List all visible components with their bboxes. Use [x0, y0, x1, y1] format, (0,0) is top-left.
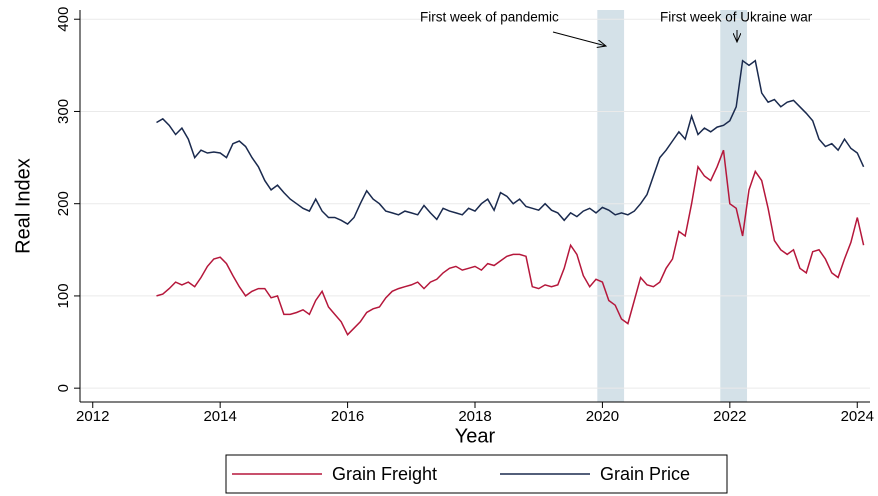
- legend-label: Grain Freight: [332, 464, 437, 484]
- x-tick-label: 2018: [458, 408, 491, 425]
- series-line: [156, 149, 865, 336]
- annotation-arrow: [552, 31, 606, 46]
- y-tick-label: 300: [55, 99, 72, 124]
- y-tick-label: 100: [55, 283, 72, 308]
- x-tick-label: 2012: [76, 408, 109, 425]
- legend-entry: Grain Freight: [232, 464, 437, 484]
- series-line: [156, 59, 865, 225]
- y-axis-title: Real Index: [12, 158, 34, 254]
- y-tick-label: 0: [55, 384, 72, 392]
- x-axis-title: Year: [455, 425, 496, 447]
- shaded-period: [597, 10, 625, 402]
- x-tick-label: 2022: [713, 408, 746, 425]
- x-tick-label: 2020: [586, 408, 619, 425]
- x-tick-label: 2016: [331, 408, 364, 425]
- y-tick-label: 400: [55, 7, 72, 32]
- annotation: First week of pandemic: [420, 10, 559, 25]
- legend-entry: Grain Price: [500, 464, 690, 484]
- y-tick-label: 200: [55, 191, 72, 216]
- x-tick-label: 2024: [841, 408, 874, 425]
- legend-label: Grain Price: [600, 464, 690, 484]
- x-tick-label: 2014: [203, 408, 236, 425]
- annotation: First week of Ukraine war: [660, 10, 813, 25]
